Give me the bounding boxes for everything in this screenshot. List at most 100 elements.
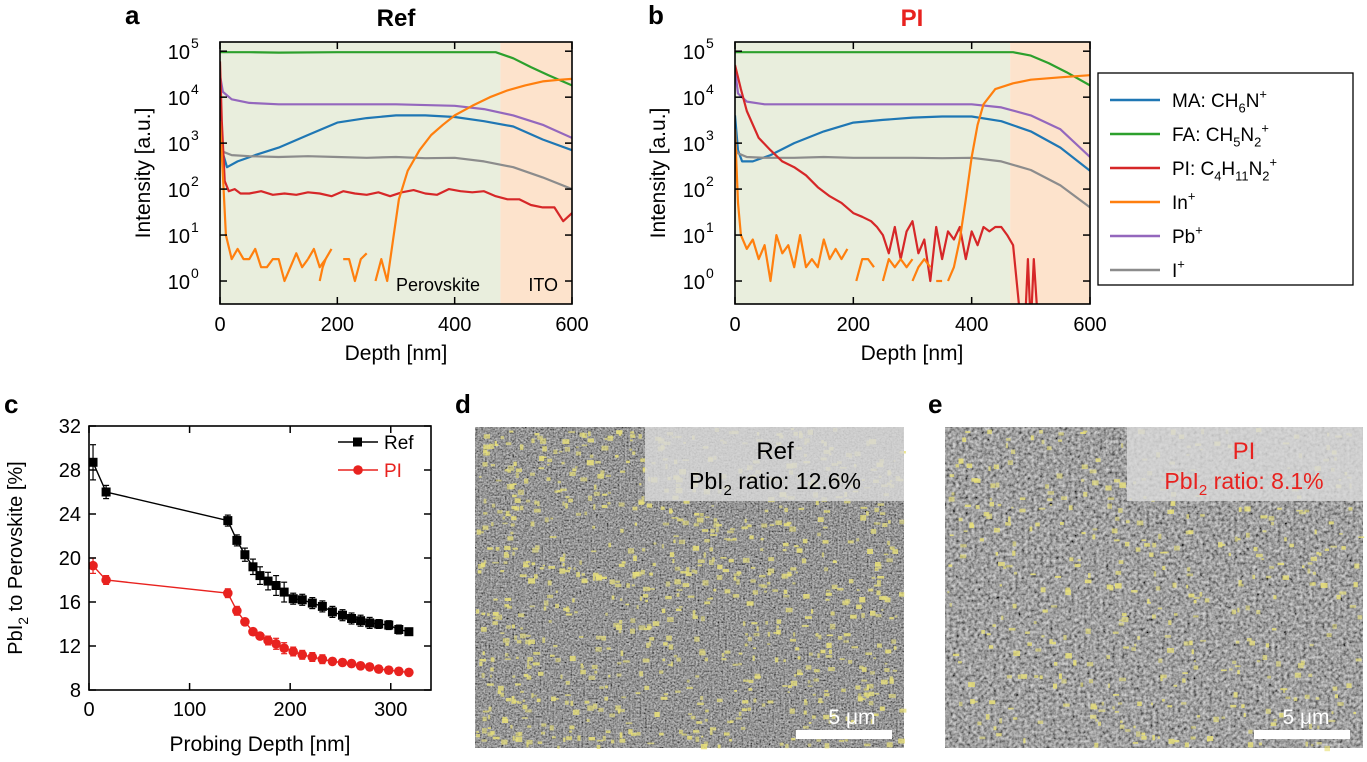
pbi2-grain (541, 731, 546, 735)
pbi2-grain (1353, 711, 1356, 715)
pbi2-grain (628, 729, 633, 735)
pbi2-grain (1065, 587, 1071, 593)
pbi2-grain (1133, 725, 1136, 729)
pbi2-grain (1006, 675, 1012, 679)
x-tick-label: 200 (837, 314, 870, 336)
pbi2-grain (1063, 635, 1067, 641)
pbi2-grain (964, 504, 971, 507)
pbi2-grain (542, 564, 545, 567)
pbi2-grain (1232, 660, 1237, 664)
pbi2-grain (533, 652, 541, 655)
data-point-PI (263, 635, 273, 646)
pbi2-grain (512, 735, 515, 741)
pbi2-grain (789, 708, 795, 714)
pbi2-grain (1197, 715, 1201, 718)
pbi2-grain (1307, 568, 1311, 574)
pbi2-grain (620, 650, 624, 656)
pbi2-grain (702, 580, 709, 586)
pbi2-grain (636, 732, 641, 736)
pbi2-grain (504, 605, 510, 608)
pbi2-grain (1191, 726, 1196, 729)
pbi2-grain (649, 572, 653, 576)
pbi2-grain (782, 549, 787, 552)
pbi2-grain (1248, 729, 1253, 734)
pbi2-grain (1033, 621, 1037, 624)
pbi2-grain (864, 743, 871, 747)
pbi2-grain (733, 573, 740, 576)
pbi2-grain (1023, 738, 1026, 744)
pbi2-grain (701, 529, 709, 532)
legend-ab: MA: CH6N+ FA: CH5N2+ PI: C4H11N2+ In+ Pb+ I+ (1097, 72, 1354, 286)
pbi2-grain (537, 501, 540, 506)
pbi2-grain (653, 542, 657, 545)
pbi2-grain (504, 469, 509, 472)
pbi2-grain (597, 473, 604, 479)
pbi2-grain (1246, 638, 1252, 642)
pbi2-grain (775, 520, 782, 525)
pbi2-grain (522, 704, 528, 710)
pbi2-grain (643, 586, 650, 592)
pbi2-grain (1019, 508, 1026, 513)
pbi2-grain (839, 658, 845, 660)
pbi2-grain (580, 663, 583, 666)
panel-b-series (735, 51, 1090, 304)
pbi2-grain (874, 692, 880, 695)
pbi2-grain (877, 643, 882, 648)
pbi2-grain (569, 725, 575, 730)
pbi2-grain (511, 505, 517, 510)
pbi2-grain (620, 598, 623, 601)
pbi2-grain (993, 527, 1000, 533)
pbi2-grain (562, 501, 565, 506)
panel-b-title: PI (901, 5, 924, 32)
pbi2-grain (874, 564, 882, 570)
pbi2-grain (795, 647, 800, 651)
pbi2-grain (795, 571, 798, 574)
pbi2-grain (820, 649, 826, 654)
pbi2-grain (979, 538, 984, 542)
pbi2-grain (987, 429, 992, 435)
pbi2-grain (1270, 722, 1277, 726)
pbi2-grain (970, 699, 975, 704)
pbi2-grain (822, 540, 829, 544)
y-tick-label: 28 (59, 460, 81, 482)
pbi2-grain (521, 717, 528, 719)
pbi2-grain (489, 443, 494, 449)
pbi2-grain (1155, 586, 1161, 591)
pbi2-grain (487, 727, 491, 729)
y-tick-label: 10 (168, 180, 190, 202)
pbi2-grain (837, 636, 843, 640)
sem-ref-scalebar-label: 5 μm (828, 706, 875, 729)
pbi2-grain (873, 657, 876, 660)
pbi2-grain (576, 446, 579, 449)
pbi2-grain (1039, 675, 1043, 680)
pbi2-grain (804, 701, 808, 706)
pbi2-grain (630, 434, 636, 438)
pbi2-grain (659, 732, 664, 736)
pbi2-grain (717, 564, 723, 570)
pbi2-grain (1164, 635, 1171, 638)
pbi2-grain (566, 608, 570, 613)
pbi2-grain (576, 512, 581, 516)
pbi2-grain (579, 636, 584, 638)
pbi2-grain (848, 721, 853, 725)
pbi2-grain (649, 637, 655, 641)
pbi2-grain (642, 658, 650, 663)
pbi2-grain (1107, 497, 1115, 500)
pbi2-grain (692, 610, 696, 616)
pbi2-grain (620, 528, 624, 533)
pbi2-grain (596, 745, 601, 749)
pbi2-grain (685, 572, 692, 577)
data-point-Ref (404, 627, 414, 637)
pbi2-grain (529, 605, 535, 608)
pbi2-grain (1065, 589, 1071, 596)
panel-e-letter: e (928, 389, 942, 419)
pbi2-grain (830, 623, 836, 630)
pbi2-grain (1182, 678, 1186, 683)
panel-b-ylabel: Intensity [a.u.] (647, 108, 670, 239)
pbi2-grain (497, 510, 503, 514)
pbi2-grain (716, 528, 719, 533)
pbi2-grain (629, 439, 633, 442)
pbi2-grain (1183, 641, 1189, 646)
pbi2-grain (696, 721, 703, 724)
pbi2-grain (567, 567, 572, 570)
